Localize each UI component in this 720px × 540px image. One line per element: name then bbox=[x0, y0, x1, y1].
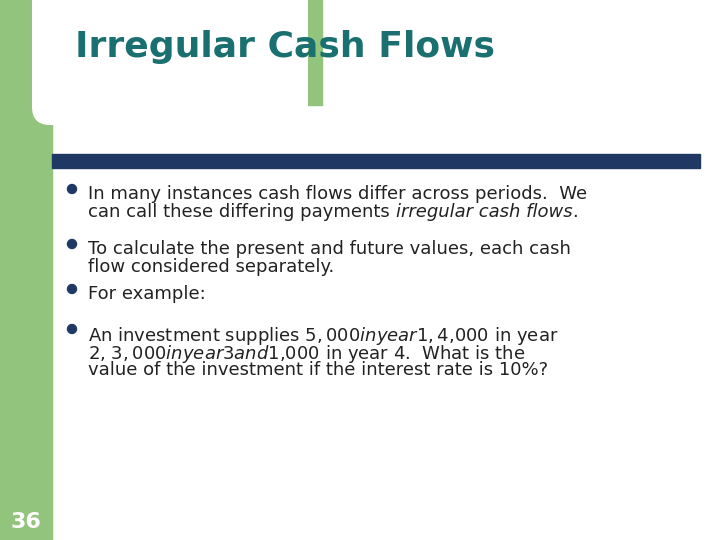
Text: .: . bbox=[572, 203, 578, 221]
Bar bbox=[52, 0, 322, 105]
Text: In many instances cash flows differ across periods.  We: In many instances cash flows differ acro… bbox=[88, 185, 587, 203]
Text: can call these differing payments: can call these differing payments bbox=[88, 203, 395, 221]
Text: To calculate the present and future values, each cash: To calculate the present and future valu… bbox=[88, 240, 571, 258]
Circle shape bbox=[68, 325, 76, 334]
Text: Irregular Cash Flows: Irregular Cash Flows bbox=[75, 30, 495, 64]
Circle shape bbox=[68, 185, 76, 193]
Text: 2, $3,000 in year 3 and $1,000 in year 4.  What is the: 2, $3,000 in year 3 and $1,000 in year 4… bbox=[88, 343, 526, 365]
Text: value of the investment if the interest rate is 10%?: value of the investment if the interest … bbox=[88, 361, 548, 379]
Text: An investment supplies $5,000 in year 1,  $4,000 in year: An investment supplies $5,000 in year 1,… bbox=[88, 325, 559, 347]
Circle shape bbox=[68, 285, 76, 294]
Bar bbox=[0, 0, 52, 540]
Text: 36: 36 bbox=[11, 512, 42, 532]
Text: irregular cash flows: irregular cash flows bbox=[395, 203, 572, 221]
Circle shape bbox=[68, 240, 76, 248]
Bar bbox=[52, 154, 700, 168]
Text: For example:: For example: bbox=[88, 285, 206, 303]
Text: flow considered separately.: flow considered separately. bbox=[88, 258, 334, 276]
FancyBboxPatch shape bbox=[32, 0, 308, 125]
